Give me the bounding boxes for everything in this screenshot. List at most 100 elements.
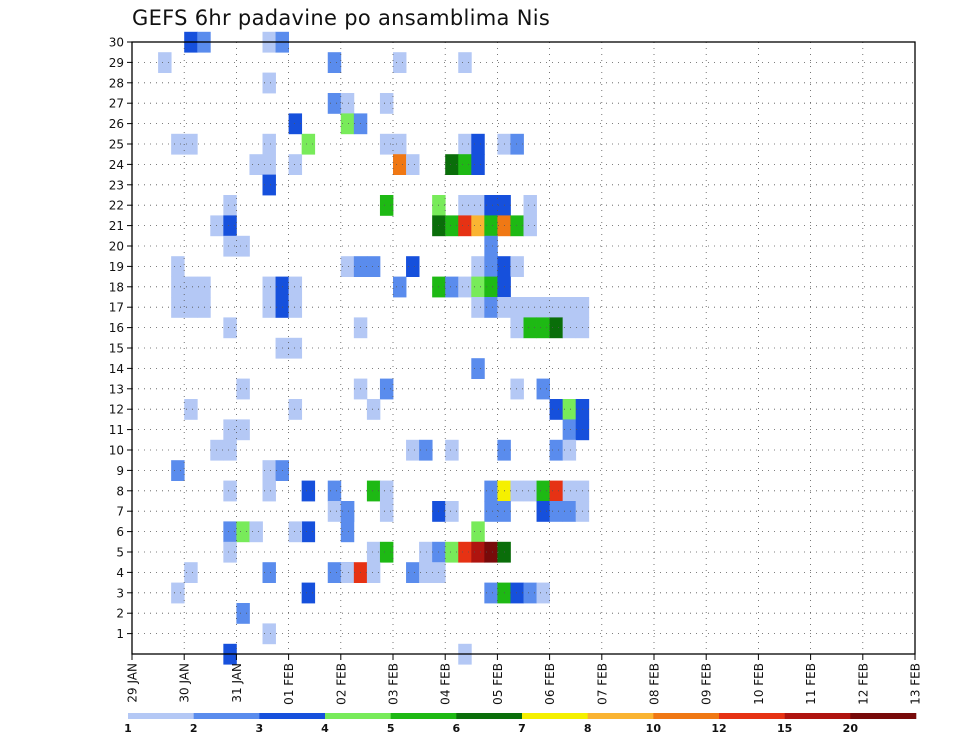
- heatmap-cell: [549, 317, 564, 339]
- heatmap-cell: [484, 501, 498, 522]
- heatmap-cell: [419, 562, 433, 583]
- colorbar-label: 2: [190, 722, 198, 735]
- heatmap-cell: [288, 113, 303, 135]
- heatmap-cell: [484, 582, 498, 604]
- heatmap-cell: [523, 297, 537, 318]
- heatmap-cell: [210, 215, 224, 237]
- x-tick-label: 10 FEB: [752, 663, 766, 705]
- colorbar-label: 20: [843, 722, 859, 735]
- heatmap-cell: [301, 133, 316, 155]
- colorbar-label: 3: [256, 722, 264, 735]
- heatmap-cell: [562, 399, 577, 420]
- heatmap-cell: [484, 541, 498, 563]
- heatmap-cell: [393, 154, 407, 175]
- heatmap-cell: [549, 501, 564, 522]
- heatmap-cell: [536, 480, 550, 502]
- heatmap-cell: [301, 582, 316, 604]
- y-tick-label: 7: [116, 505, 124, 519]
- heatmap-cell: [549, 439, 564, 461]
- heatmap-cell: [379, 501, 394, 522]
- heatmap-cell: [445, 154, 459, 175]
- heatmap-cell: [458, 52, 472, 73]
- x-tick-label: 02 FEB: [334, 663, 348, 705]
- colorbar-label: 4: [321, 722, 329, 735]
- y-tick-label: 29: [109, 56, 124, 70]
- heatmap-cell: [366, 562, 381, 583]
- y-tick-label: 8: [116, 484, 124, 498]
- heatmap-cell: [406, 154, 420, 175]
- y-tick-label: 27: [109, 97, 124, 111]
- heatmap-cell: [223, 541, 237, 563]
- heatmap-cell: [301, 480, 316, 502]
- heatmap-cell: [288, 297, 303, 318]
- colorbar-swatch: [390, 713, 457, 719]
- heatmap-cell: [184, 297, 198, 318]
- y-tick-label: 15: [109, 342, 124, 356]
- heatmap-cell: [471, 215, 485, 237]
- heatmap-cell: [562, 439, 577, 461]
- heatmap-cell: [510, 215, 524, 237]
- colorbar-swatch: [784, 713, 851, 719]
- heatmap-cell: [549, 399, 564, 420]
- heatmap-cell: [262, 276, 276, 298]
- heatmap-cell: [236, 235, 250, 257]
- colorbar-label: 7: [518, 722, 526, 735]
- heatmap-cell: [236, 419, 250, 441]
- heatmap-cell: [327, 93, 342, 114]
- heatmap-cell: [223, 521, 237, 543]
- x-tick-label: 31 JAN: [230, 663, 244, 703]
- heatmap-cell: [523, 480, 537, 502]
- x-tick-label: 05 FEB: [491, 663, 505, 705]
- heatmap-cell: [510, 378, 524, 400]
- heatmap-cell: [184, 399, 198, 420]
- colorbar-swatch: [850, 713, 917, 719]
- x-axis-labels: 29 JAN 30 JAN 31 JAN 01 FEB 02 FEB 03 FEB 04 F…: [126, 663, 923, 705]
- colorbar-label: 12: [711, 722, 726, 735]
- heatmap-cell: [484, 195, 498, 216]
- y-tick-label: 17: [109, 301, 124, 315]
- heatmap-cell: [406, 562, 420, 583]
- heatmap-cell: [210, 439, 224, 461]
- heatmap-cell: [366, 480, 381, 502]
- heatmap-cell: [471, 521, 485, 543]
- plot-frame: [131, 41, 916, 655]
- chart-title: GEFS 6hr padavine po ansamblima Nis: [132, 6, 551, 30]
- heatmap-cell: [262, 297, 276, 318]
- heatmap-cell: [458, 195, 472, 216]
- x-tick-label: 09 FEB: [700, 663, 714, 705]
- heatmap-cell: [171, 276, 185, 298]
- x-tick-label: 30 JAN: [178, 663, 192, 703]
- heatmap-cell: [484, 215, 498, 237]
- y-tick-label: 26: [109, 117, 124, 131]
- heatmap-cell: [393, 133, 407, 155]
- heatmap-cell: [197, 276, 211, 298]
- heatmap-cell: [340, 113, 355, 135]
- x-tick-label: 29 JAN: [126, 663, 140, 703]
- heatmap-cell: [458, 541, 472, 563]
- colorbar-label: 6: [453, 722, 461, 735]
- x-tick-label: 11 FEB: [804, 663, 818, 705]
- heatmap-cell: [510, 582, 524, 604]
- heatmap-cell: [262, 72, 276, 94]
- heatmap-cell: [379, 541, 394, 563]
- x-tick-label: 13 FEB: [909, 663, 923, 705]
- heatmap-cell: [536, 317, 550, 339]
- heatmap-cell: [379, 378, 394, 400]
- y-tick-label: 13: [109, 382, 124, 396]
- heatmap-cell: [458, 276, 472, 298]
- heatmap-cell: [484, 297, 498, 318]
- heatmap-cell: [158, 52, 172, 73]
- heatmap-cell: [184, 276, 198, 298]
- heatmap-cell: [471, 133, 485, 155]
- heatmap-cell: [366, 256, 381, 277]
- heatmap-cell: [340, 93, 355, 114]
- heatmap-cell: [471, 297, 485, 318]
- heatmap-cell: [445, 439, 459, 461]
- heatmap-cell: [366, 541, 381, 563]
- heatmap-cell: [262, 154, 276, 175]
- colorbar-swatch: [653, 713, 720, 719]
- heatmap-cell: [223, 439, 237, 461]
- colorbar-swatch: [128, 713, 194, 719]
- heatmap-cell: [458, 133, 472, 155]
- heatmap-cell: [458, 154, 472, 175]
